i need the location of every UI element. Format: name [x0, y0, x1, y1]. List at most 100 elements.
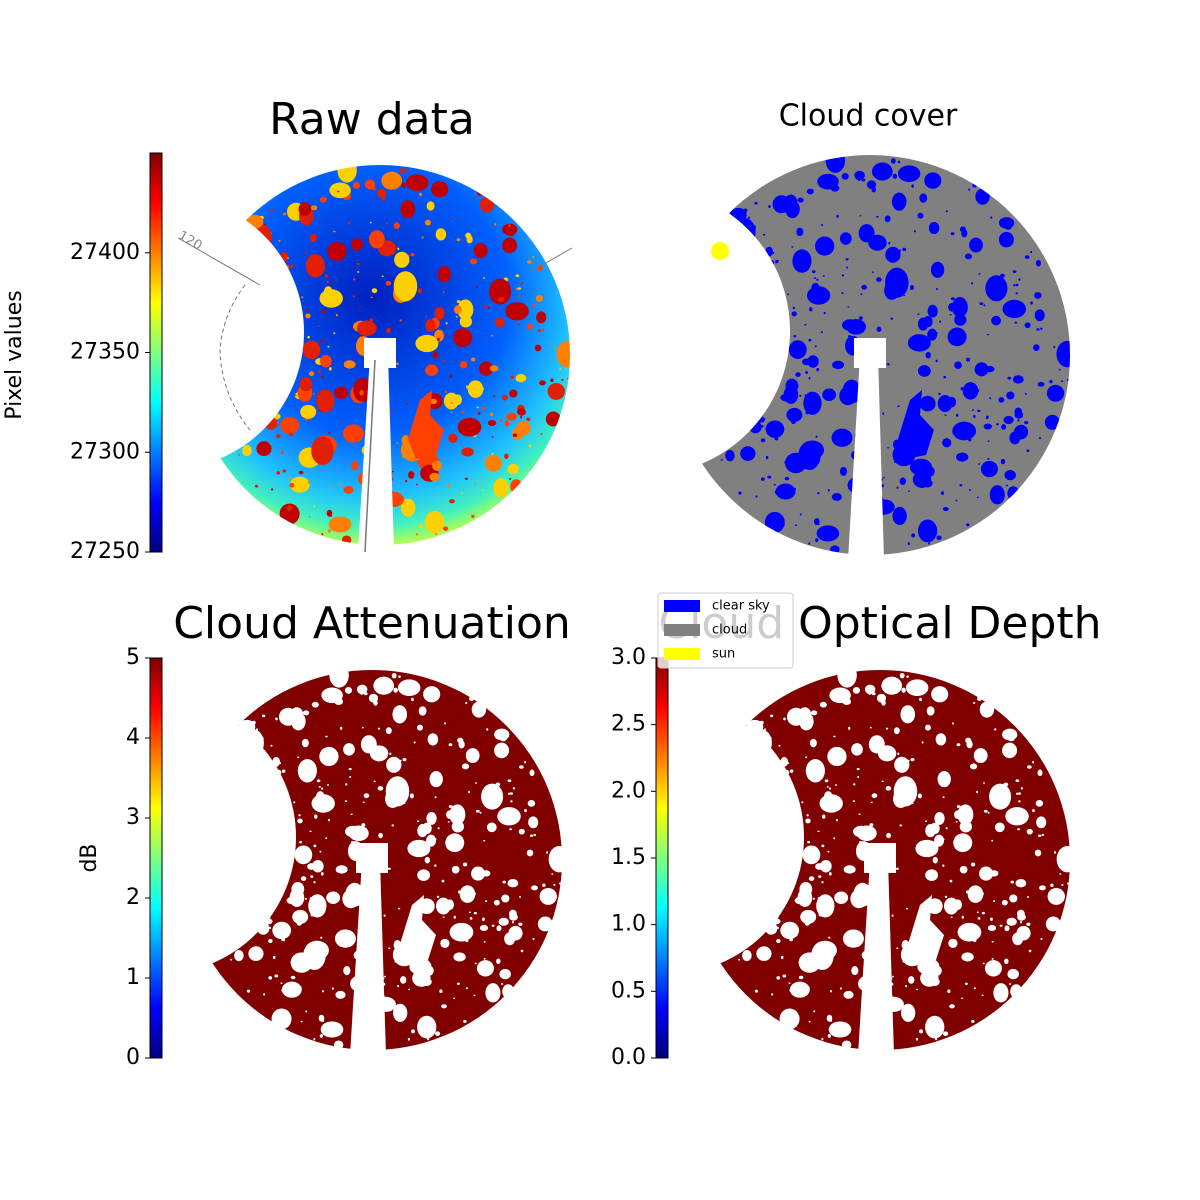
cloud-gap: [473, 243, 488, 259]
cloud-gap: [421, 236, 424, 239]
cloud-gap: [320, 354, 332, 368]
cloud-gap: [798, 975, 804, 980]
cloud-gap: [516, 420, 531, 436]
cloud-gap: [1039, 437, 1042, 440]
cloud-gap: [787, 844, 790, 846]
cloud-gap: [910, 758, 915, 762]
cloud-gap: [810, 710, 818, 716]
cloud-gap: [883, 996, 904, 1012]
cloud-gap: [413, 741, 416, 744]
cloud-gap: [271, 788, 278, 794]
cloud-gap: [897, 405, 900, 408]
cloud-gap: [871, 521, 875, 525]
cloud-gap: [821, 1037, 824, 1041]
cloud-gap: [461, 447, 474, 457]
cloud-gap: [334, 386, 349, 399]
cloud-gap: [998, 231, 1014, 248]
cloud-gap: [305, 251, 308, 254]
cloud-gap: [474, 962, 477, 965]
cloud-gap: [344, 800, 348, 803]
cloud-gap: [710, 863, 718, 869]
cloud-gap: [919, 1029, 924, 1034]
cloud-gap: [524, 809, 527, 813]
cloud-gap: [765, 420, 785, 438]
cloud-gap: [896, 947, 899, 950]
cloud-gap: [494, 317, 505, 328]
cloud-gap: [1041, 833, 1045, 837]
cloud-gap: [744, 865, 748, 870]
cloud-gap: [504, 453, 509, 460]
cloud-gap: [821, 880, 824, 884]
cloud-gap: [493, 899, 500, 906]
cloud-gap: [265, 381, 270, 386]
cloud-gap: [238, 435, 244, 441]
cloud-gap: [291, 264, 294, 267]
colorbar-tick-label: 1.0: [611, 912, 646, 937]
cloud-gap: [749, 420, 762, 434]
cloud-gap: [283, 769, 286, 772]
cloud-gap: [547, 382, 565, 400]
cloud-gap: [771, 993, 774, 996]
cloud-gap: [329, 695, 332, 698]
cloud-gap: [1053, 345, 1056, 349]
cloud-gap: [270, 209, 274, 213]
cloud-gap: [359, 389, 364, 396]
cloud-gap: [954, 314, 967, 326]
guide-line: [177, 237, 261, 286]
cloud-gap: [826, 786, 830, 788]
cloud-gap: [434, 329, 445, 342]
cloud-gap: [287, 329, 291, 333]
cloud-gap: [828, 787, 832, 790]
cloud-gap: [351, 461, 359, 471]
cloud-gap: [774, 436, 779, 441]
cloud-gap: [321, 375, 324, 379]
cloud-gap: [900, 705, 916, 724]
cloud-gap: [691, 358, 699, 364]
cloud-gap: [400, 200, 416, 219]
cloud-gap: [405, 402, 409, 405]
cloud-gap: [686, 309, 706, 323]
cloud-gap: [531, 885, 538, 891]
cloud-gap: [276, 411, 279, 414]
cloud-gap: [343, 485, 354, 494]
cloud-gap: [954, 810, 963, 820]
cloud-gap: [815, 538, 819, 543]
cloud-gap: [441, 1004, 447, 1009]
cloud-gap: [311, 436, 334, 465]
cloud-gap: [325, 837, 328, 840]
cloud-gap: [442, 906, 446, 910]
cloud-gap: [429, 842, 432, 847]
cloud-gap: [459, 885, 476, 903]
cloud-gap: [535, 295, 544, 302]
cloud-gap: [846, 266, 849, 269]
cloud-gap: [426, 811, 437, 825]
cloud-gap: [767, 259, 775, 266]
cloud-gap: [892, 975, 895, 978]
cloud-gap: [319, 746, 339, 767]
cloud-gap: [532, 937, 535, 941]
cloud-gap: [426, 834, 437, 847]
cloud-gap: [447, 821, 450, 823]
cloud-gap: [512, 433, 518, 437]
cloud-gap: [917, 793, 922, 799]
colorbar-tick-label: 27300: [70, 439, 140, 464]
cloud-gap: [539, 887, 557, 905]
cloud-gap: [391, 672, 397, 679]
cloud-gap: [949, 879, 953, 883]
cloud-gap: [1026, 922, 1031, 926]
cloud-gap: [734, 324, 747, 336]
cloud-gap: [805, 371, 809, 374]
cloud-gap: [345, 882, 364, 907]
sky-image: [183, 158, 579, 545]
cloud-gap: [938, 392, 941, 395]
cloud-gap: [1028, 949, 1032, 953]
cloud-gap: [427, 733, 439, 746]
cloud-gap: [789, 981, 810, 998]
cloud-gap: [1018, 278, 1021, 281]
cloud-gap: [825, 182, 828, 184]
cloud-gap: [448, 805, 453, 808]
cloud-gap: [1007, 486, 1020, 501]
cloud-gap: [772, 918, 781, 925]
cloud-gap: [446, 810, 455, 820]
cloud-gap: [382, 982, 386, 986]
